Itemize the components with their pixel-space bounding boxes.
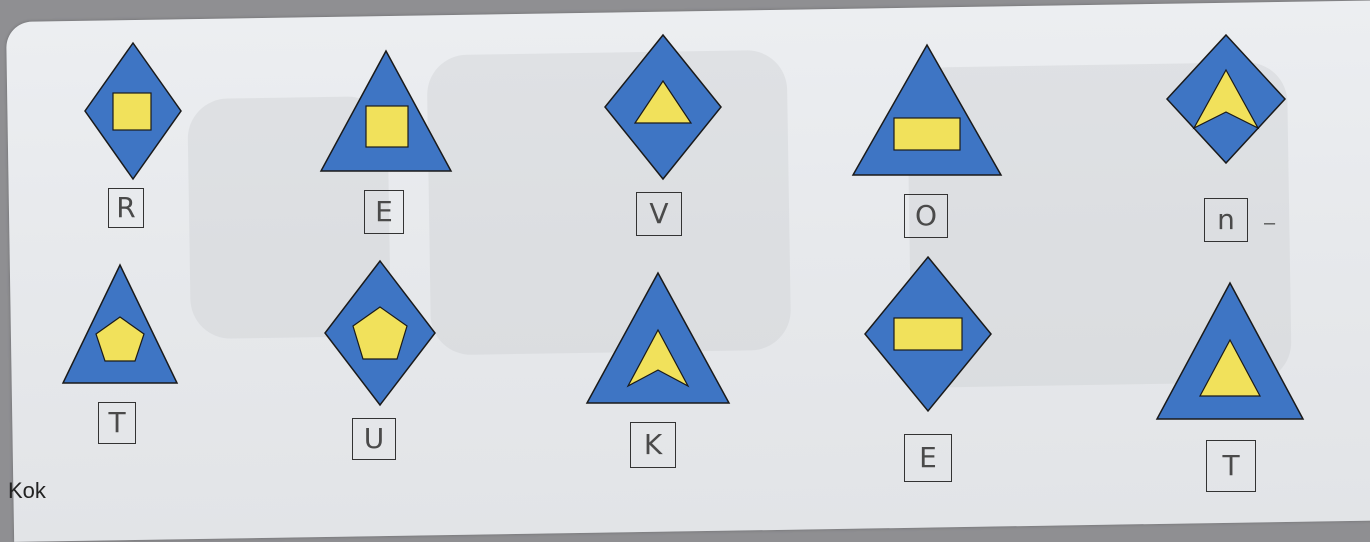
answer-letter: U: [363, 422, 385, 455]
answer-box: T: [98, 402, 136, 444]
pencil-mark: –: [1264, 212, 1276, 234]
triangle-with-arrow: [585, 271, 731, 404]
answer-letter: n: [1217, 203, 1235, 236]
cut-off-instruction-text: Kok: [8, 478, 46, 503]
diamond-with-arrow: [1165, 33, 1287, 165]
answer-letter: T: [108, 406, 126, 439]
answer-box: T: [1206, 440, 1256, 492]
answer-letter: V: [649, 197, 669, 230]
diamond-with-square: [84, 41, 182, 181]
answer-letter: O: [914, 199, 938, 232]
answer-letter: K: [643, 428, 663, 461]
answer-letter: E: [375, 195, 393, 228]
triangle-with-square: [319, 49, 453, 172]
diamond-with-rectangle: [864, 255, 992, 413]
answer-box: E: [364, 190, 404, 234]
diamond-with-pentagon: [324, 259, 436, 407]
triangle-with-pentagon: [61, 263, 179, 384]
answer-box: O: [904, 194, 948, 238]
answer-box: V: [636, 192, 682, 236]
answer-box: E: [904, 434, 952, 482]
diamond-with-triangle: [604, 33, 722, 181]
answer-letter: R: [116, 191, 136, 224]
answer-box: U: [352, 418, 396, 460]
answer-box: K: [630, 422, 676, 468]
triangle-with-rectangle: [851, 43, 1003, 176]
triangle-with-triangle: [1155, 281, 1305, 420]
answer-letter: E: [919, 441, 937, 474]
answer-box: n: [1204, 198, 1248, 242]
answer-box: R: [108, 188, 144, 228]
answer-letter: T: [1222, 449, 1240, 482]
